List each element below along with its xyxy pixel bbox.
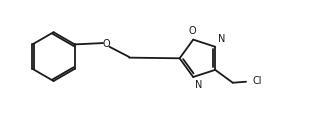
Text: O: O xyxy=(188,26,196,36)
Text: N: N xyxy=(195,80,202,90)
Text: N: N xyxy=(218,34,225,44)
Text: Cl: Cl xyxy=(252,76,261,86)
Text: O: O xyxy=(102,39,110,49)
